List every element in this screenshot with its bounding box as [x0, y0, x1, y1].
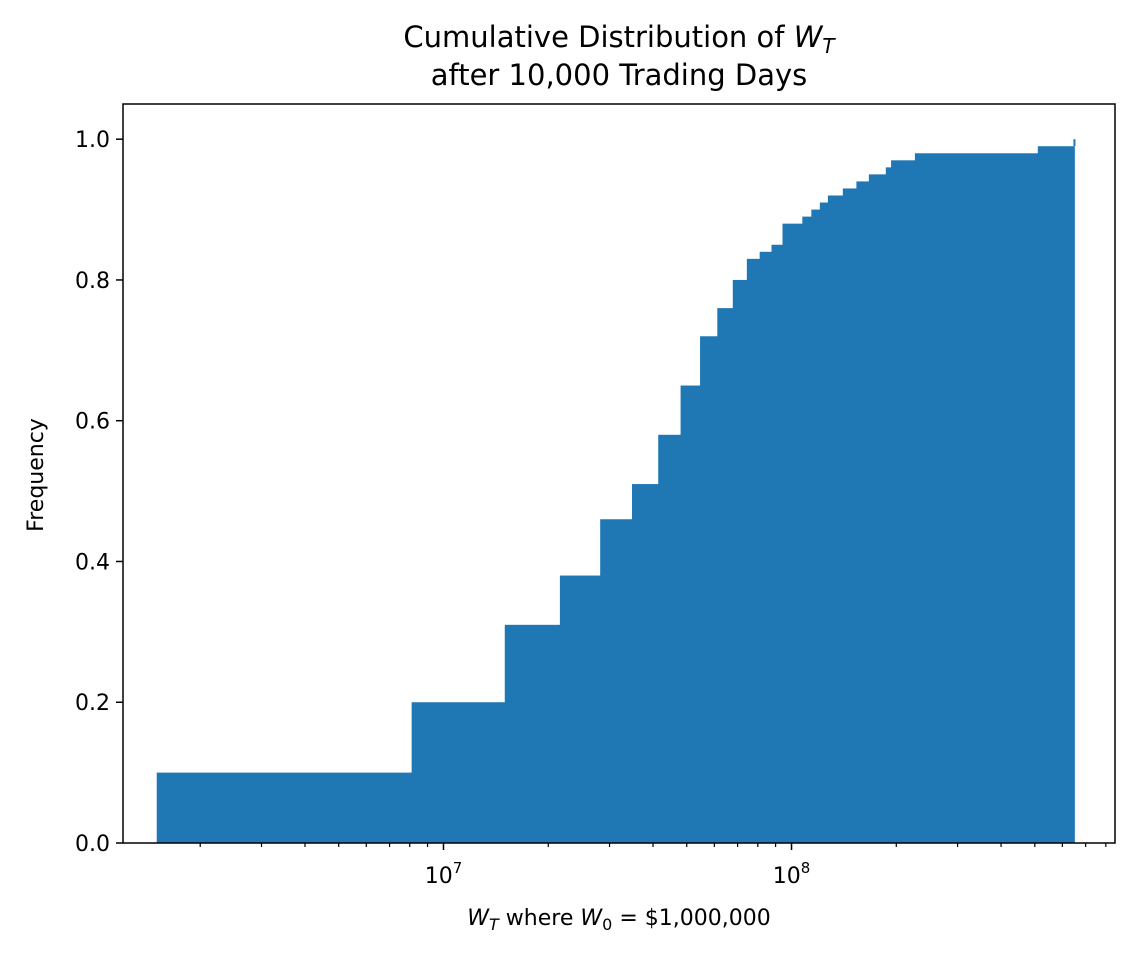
- x-axis-ticks: 107 108: [199, 843, 1107, 889]
- x-tick-label: 107: [425, 859, 463, 889]
- histogram-bar: [868, 174, 876, 843]
- histogram-bar: [880, 174, 887, 843]
- bars-group: [156, 139, 1076, 844]
- x-tick-label: 108: [773, 859, 811, 889]
- histogram-bar: [411, 702, 506, 843]
- histogram-bar: [901, 160, 916, 844]
- histogram-bar: [700, 336, 718, 843]
- x-label-sub2: 0: [602, 915, 612, 934]
- histogram-bar: [891, 160, 897, 844]
- x-label-mid: where: [499, 906, 581, 931]
- histogram-bar: [896, 160, 902, 844]
- histogram-bar-final-edge: [1073, 139, 1076, 147]
- chart-title-var: W: [794, 20, 824, 54]
- histogram-bar: [559, 575, 601, 843]
- chart-title-line2: after 10,000 Trading Days: [431, 58, 808, 92]
- histogram-bar: [792, 223, 803, 844]
- y-tick-label: 0.6: [75, 410, 110, 435]
- x-label-var: W: [467, 906, 490, 931]
- y-tick-label: 1.0: [75, 128, 110, 153]
- histogram-bar: [504, 624, 561, 843]
- histogram-bar: [856, 181, 864, 843]
- histogram-bar: [835, 195, 844, 843]
- chart-title-sub: T: [822, 34, 836, 58]
- histogram-bar: [717, 308, 734, 844]
- histogram-bar: [600, 519, 633, 843]
- histogram-bar: [811, 209, 821, 844]
- histogram-bar: [746, 258, 761, 843]
- histogram-bar: [1037, 146, 1075, 843]
- histogram-bar: [631, 484, 659, 843]
- chart-title-text: Cumulative Distribution of: [403, 20, 793, 54]
- x-label-eq: = $1,000,000: [612, 906, 770, 931]
- y-tick-label: 0.4: [75, 550, 110, 575]
- y-tick-label: 0.8: [75, 269, 110, 294]
- histogram-bar: [862, 181, 870, 843]
- histogram-bar: [782, 223, 794, 844]
- y-tick-label: 0.0: [75, 832, 110, 857]
- x-label-var2: W: [580, 906, 603, 931]
- plot-frame: [122, 103, 1116, 844]
- histogram-bar: [680, 385, 701, 843]
- histogram-bar: [156, 772, 413, 843]
- chart-title-line1: Cumulative Distribution of WT: [403, 20, 836, 58]
- histogram-bar: [827, 195, 836, 843]
- histogram-bar: [885, 167, 892, 844]
- y-axis-label: Frequency: [24, 418, 49, 532]
- histogram-bar: [732, 279, 748, 843]
- y-tick-label: 0.2: [75, 691, 110, 716]
- histogram-bar: [849, 188, 857, 843]
- histogram-bar: [914, 153, 1039, 843]
- x-label-sub: T: [489, 915, 500, 934]
- x-axis-label: WT where W0 = $1,000,000: [467, 906, 770, 934]
- histogram-bar: [802, 216, 812, 844]
- histogram-bar: [874, 174, 881, 843]
- histogram-bar: [842, 188, 851, 843]
- histogram-bar: [771, 244, 783, 843]
- histogram-bar: [658, 434, 681, 843]
- y-axis-ticks: 0.0 0.2 0.4 0.6 0.8 1.0: [75, 128, 123, 857]
- histogram-bar: [819, 202, 829, 844]
- histogram-bar: [759, 251, 772, 844]
